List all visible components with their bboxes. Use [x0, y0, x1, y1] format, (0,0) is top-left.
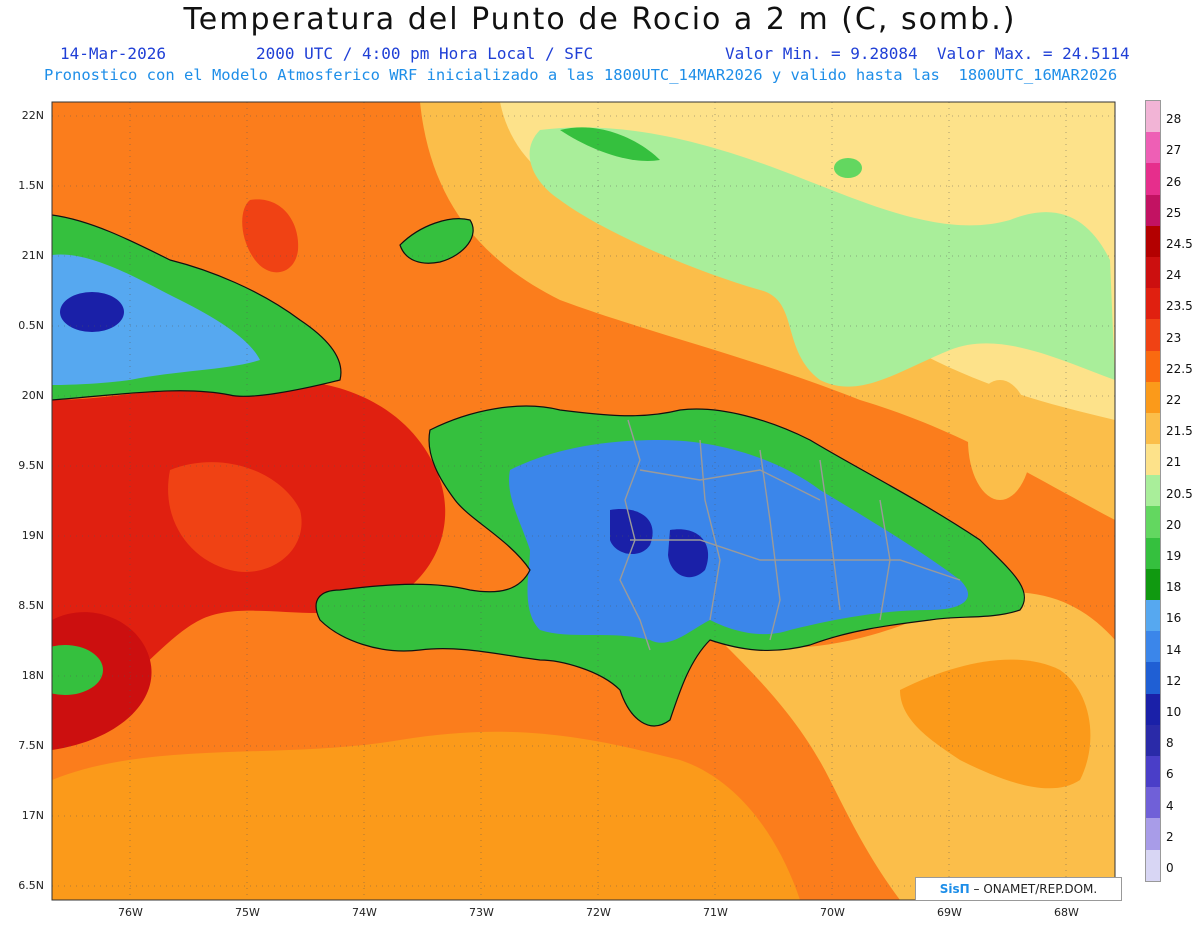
lon-label: 71W [703, 906, 728, 919]
legend-label: 24.5 [1166, 237, 1193, 251]
legend-label: 28 [1166, 112, 1182, 127]
lat-label: 9.5N [18, 459, 44, 472]
legend-swatch [1146, 787, 1160, 819]
legend-swatch [1146, 506, 1160, 538]
legend-label: 12 [1166, 673, 1182, 688]
legend-label: 27 [1166, 143, 1182, 158]
plot-frame [51, 101, 1116, 901]
legend-swatch [1146, 132, 1160, 164]
min-max-label: Valor Min. = 9.28084 Valor Max. = 24.511… [725, 44, 1130, 63]
lat-label: 18N [21, 669, 44, 682]
forecast-label: Pronostico con el Modelo Atmosferico WRF… [44, 66, 1118, 84]
legend-swatch [1146, 662, 1160, 694]
legend-label: 6 [1166, 767, 1174, 782]
legend-label: 20 [1166, 517, 1182, 532]
legend-label: 2 [1166, 829, 1174, 844]
legend-label: 21.5 [1166, 424, 1193, 439]
legend-label: 14 [1166, 642, 1182, 657]
legend-label: 25 [1166, 205, 1182, 220]
graticule [52, 102, 1115, 900]
lon-label: 69W [937, 906, 962, 919]
legend-label: 24 [1166, 268, 1182, 283]
lat-label: 21N [21, 249, 44, 262]
lat-label: 19N [21, 529, 44, 542]
legend-label: 10 [1166, 705, 1182, 719]
legend-label: 22.5 [1166, 361, 1193, 376]
legend-label: 19 [1166, 549, 1182, 563]
province-borders [619, 419, 961, 651]
legend-label: 20.5 [1166, 486, 1193, 501]
legend-label: 23 [1166, 330, 1182, 345]
legend-swatch [1146, 724, 1160, 756]
lon-label: 73W [469, 906, 494, 919]
legend-swatch [1146, 288, 1160, 320]
lon-label: 75W [235, 906, 260, 919]
legend-label: 18 [1166, 580, 1182, 595]
legend-label: 8 [1166, 736, 1174, 751]
lat-label: 0.5N [18, 319, 44, 332]
legend-label: 26 [1166, 174, 1182, 189]
legend-swatch [1146, 194, 1160, 226]
lat-label: 22N [21, 109, 44, 122]
lon-label: 68W [1054, 906, 1079, 919]
legend-swatch [1146, 444, 1160, 476]
legend-swatch [1146, 600, 1160, 632]
color-legend-bar [1145, 100, 1161, 882]
legend-label: 4 [1166, 798, 1174, 813]
legend-swatch [1146, 256, 1160, 289]
legend-swatch [1146, 350, 1160, 382]
time-label: 2000 UTC / 4:00 pm Hora Local / SFC [256, 44, 594, 63]
lon-label: 74W [352, 906, 377, 919]
legend-swatch [1146, 849, 1160, 881]
lat-label: 7.5N [18, 739, 44, 752]
legend-swatch [1146, 755, 1160, 788]
date-label: 14-Mar-2026 [60, 44, 166, 63]
legend-swatch [1146, 475, 1160, 507]
coastlines [51, 214, 1026, 727]
lat-label: 1.5N [18, 179, 44, 192]
lon-label: 76W [118, 906, 143, 919]
legend-label: 16 [1166, 611, 1182, 626]
lat-label: 6.5N [18, 879, 44, 892]
legend-swatch [1146, 818, 1160, 850]
legend-swatch [1146, 568, 1160, 600]
lat-label: 17N [21, 809, 44, 822]
legend-swatch [1146, 101, 1160, 133]
credit-box: SisΠ – ONAMET/REP.DOM. [915, 877, 1122, 901]
legend-swatch [1146, 412, 1160, 445]
brand-logo-text: SisΠ [939, 882, 970, 896]
legend-label: 21 [1166, 455, 1182, 470]
legend-label: 23.5 [1166, 299, 1193, 314]
legend-swatch [1146, 381, 1160, 413]
lat-label: 20N [21, 389, 44, 402]
legend-swatch [1146, 631, 1160, 663]
legend-swatch [1146, 693, 1160, 725]
lat-label: 8.5N [18, 599, 44, 612]
map-title: Temperatura del Punto de Rocio a 2 m (C,… [183, 2, 1017, 37]
lon-label: 70W [820, 906, 845, 919]
legend-swatch [1146, 163, 1160, 195]
map-fill [52, 102, 1115, 900]
legend-label: 0 [1166, 861, 1174, 875]
legend-label: 22 [1166, 393, 1182, 407]
legend-swatch [1146, 319, 1160, 351]
lon-label: 72W [586, 906, 611, 919]
legend-swatch [1146, 537, 1160, 569]
credit-text: – ONAMET/REP.DOM. [969, 882, 1098, 896]
legend-swatch [1146, 225, 1160, 257]
